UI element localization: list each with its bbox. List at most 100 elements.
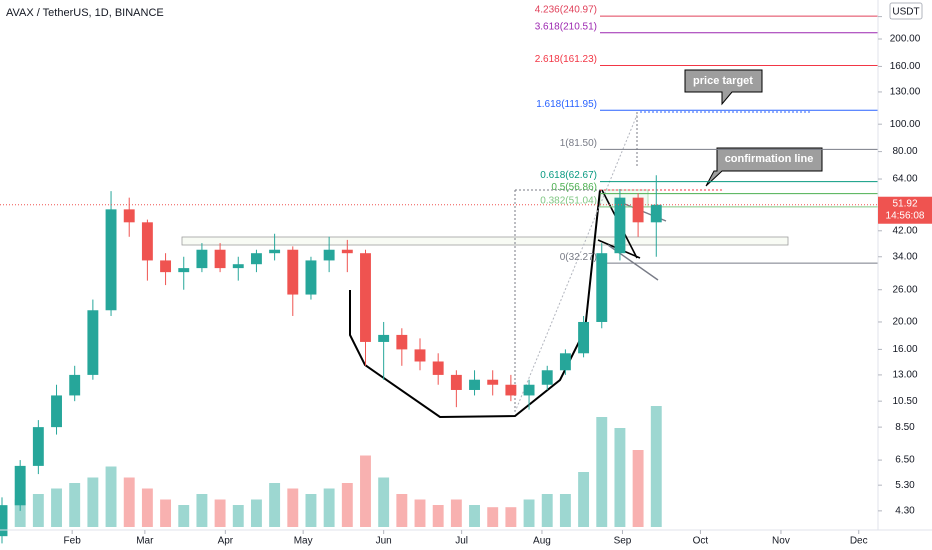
candle-body <box>632 197 644 223</box>
support-zone <box>181 236 789 246</box>
x-tick-label: Aug <box>533 536 551 547</box>
candle-body <box>32 427 44 466</box>
axis-layer: 240.00200.00160.00130.00100.0080.0064.00… <box>0 11 932 547</box>
candle-body <box>196 249 208 269</box>
volume-bar <box>469 505 480 527</box>
x-tick-label: Oct <box>693 536 709 547</box>
y-tick-label: 20.00 <box>892 317 917 328</box>
volume-bar <box>596 417 608 527</box>
candle-body <box>305 260 317 295</box>
y-tick-label: 8.50 <box>895 422 915 433</box>
price-tag-label: 51.92 <box>892 198 917 209</box>
x-tick-label: May <box>294 536 313 547</box>
volume-bar <box>123 477 135 527</box>
candle-body <box>0 505 8 537</box>
currency: USDT <box>892 7 919 18</box>
candle-body <box>432 361 444 375</box>
y-tick-label: 16.00 <box>892 344 917 355</box>
candle-body <box>250 253 262 265</box>
x-tick-label: Nov <box>772 536 790 547</box>
volume-bar <box>250 499 262 527</box>
candle-body <box>141 222 153 261</box>
volume-bar <box>51 488 62 527</box>
y-tick-label: 6.50 <box>895 455 915 466</box>
countdown: 14:56:08 <box>886 210 925 221</box>
volume-bar <box>650 406 662 527</box>
candle-body <box>341 249 353 254</box>
volume-bar <box>541 494 553 527</box>
volume-bar <box>87 477 99 527</box>
x-tick-label: Dec <box>850 536 868 547</box>
y-tick-label: 100.00 <box>890 119 921 130</box>
volume-bar <box>269 483 281 527</box>
y-tick-label: 4.30 <box>895 506 915 517</box>
volume-bar <box>160 499 172 527</box>
candle-body <box>178 268 190 273</box>
volume-bar <box>14 499 26 527</box>
volume-bar <box>414 499 426 527</box>
volume-bar <box>232 505 244 527</box>
candle-body <box>523 384 535 396</box>
candle-body <box>396 334 408 350</box>
candle-layer <box>0 175 662 544</box>
y-tick-label: 130.00 <box>890 87 921 98</box>
candle-body <box>269 249 281 254</box>
x-tick-label: Sep <box>614 536 632 547</box>
candle-body <box>487 379 499 385</box>
currency-box[interactable] <box>889 2 923 20</box>
candle-body <box>232 264 244 269</box>
volume-bar <box>196 494 208 527</box>
volume-bar <box>505 507 517 527</box>
fib-layer: 4.236(240.97) 3.618(210.51) 2.618(161.23) 1… <box>535 5 878 264</box>
candle-body <box>123 209 135 223</box>
candle-body <box>559 353 571 371</box>
y-tick-label: 34.00 <box>892 251 917 262</box>
price-tag <box>878 196 932 224</box>
y-tick-label: 200.00 <box>890 34 921 45</box>
drawings: price target confirmation line <box>181 69 823 419</box>
volume-bar <box>632 450 644 527</box>
y-tick-label: 5.30 <box>895 480 915 491</box>
candle-body <box>450 374 462 390</box>
callout <box>705 147 823 187</box>
candle-body <box>614 197 626 254</box>
x-tick-label: Jul <box>455 536 468 547</box>
measure-line <box>514 114 638 413</box>
volume-bar <box>105 466 117 527</box>
candle-body <box>578 321 590 354</box>
volume-bar <box>178 505 190 527</box>
volume-bar <box>378 477 390 527</box>
fib-label: 3.618(210.51) <box>535 21 597 32</box>
candle-body <box>287 249 299 295</box>
y-tick-label: 80.00 <box>892 146 917 157</box>
y-tick-label: 13.00 <box>892 370 917 381</box>
fib-label: 0.382(51.04) <box>540 195 597 206</box>
candle-body <box>414 349 426 362</box>
fib-label: 0.5(56.86) <box>551 182 597 193</box>
y-tick-label: 10.50 <box>892 396 917 407</box>
candle-body <box>14 465 26 506</box>
candle-body <box>160 260 172 273</box>
y-tick-label: 42.00 <box>892 225 917 236</box>
volume-bar <box>396 494 408 527</box>
volume-bar <box>450 499 462 527</box>
fib-label: 1(81.50) <box>560 138 597 149</box>
candle-body <box>378 334 390 342</box>
x-tick-label: Feb <box>64 536 82 547</box>
candle-body <box>51 395 62 428</box>
y-tick-label: 26.00 <box>892 284 917 295</box>
chart-title: AVAX / TetherUS, 1D, BINANCE <box>6 7 164 19</box>
volume-bar <box>287 488 299 527</box>
volume-bar <box>141 488 153 527</box>
x-tick-label: Mar <box>136 536 154 547</box>
callout <box>684 69 763 106</box>
fib-label: 2.618(161.23) <box>535 54 597 65</box>
candle-body <box>105 209 117 311</box>
volume-bar <box>323 488 335 527</box>
candle-body <box>323 249 335 261</box>
volume-bar <box>305 494 317 527</box>
y-tick-label: 64.00 <box>892 174 917 185</box>
volume-bar <box>523 499 535 527</box>
candle-body <box>505 384 517 396</box>
